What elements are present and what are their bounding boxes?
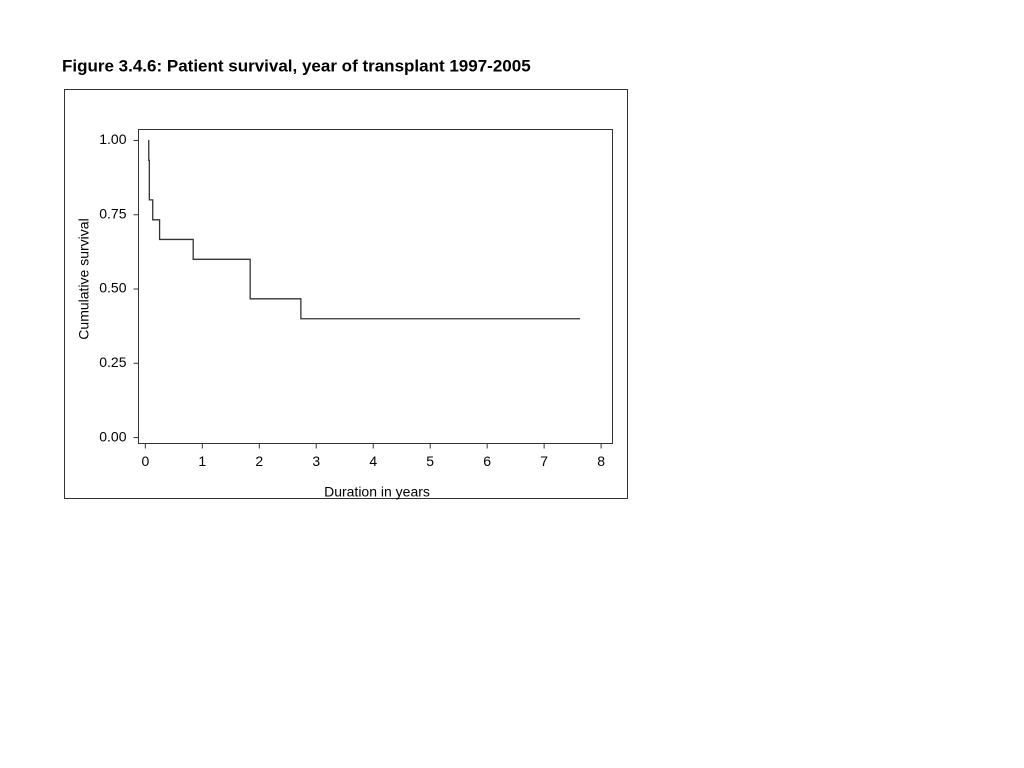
x-tick-label: 3	[312, 453, 320, 469]
y-axis-label: Cumulative survival	[76, 218, 92, 339]
x-axis-label: Duration in years	[324, 484, 430, 500]
survival-line	[148, 139, 581, 320]
y-tick-label: 0.25	[99, 354, 126, 370]
x-tick-label: 4	[369, 453, 377, 469]
x-tick-label: 2	[255, 453, 263, 469]
x-tick-label: 7	[540, 453, 548, 469]
y-tick-label: 0.50	[99, 280, 126, 296]
y-tick-label: 1.00	[99, 131, 126, 147]
x-tick-label: 8	[597, 453, 605, 469]
outer-frame	[64, 89, 628, 499]
y-tick-label: 0.00	[99, 428, 126, 444]
y-tick-label: 0.75	[99, 205, 126, 221]
x-tick-label: 6	[483, 453, 491, 469]
chart-title: Figure 3.4.6: Patient survival, year of …	[62, 56, 531, 75]
x-tick-label: 5	[426, 453, 434, 469]
x-tick-label: 0	[141, 453, 149, 469]
x-tick-label: 1	[198, 453, 206, 469]
plot-frame	[138, 129, 613, 444]
